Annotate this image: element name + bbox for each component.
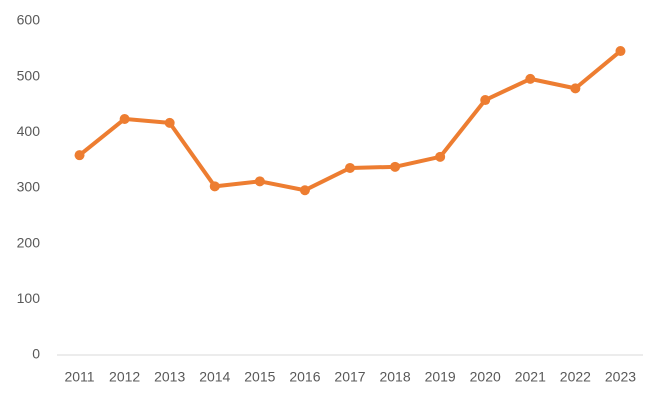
data-point xyxy=(480,95,491,106)
x-tick-label: 2023 xyxy=(605,369,636,385)
y-tick-label: 400 xyxy=(17,123,41,139)
data-point xyxy=(345,162,355,173)
data-point xyxy=(254,176,265,187)
x-tick-label: 2019 xyxy=(425,369,456,385)
data-point xyxy=(119,113,130,124)
data-point xyxy=(615,46,626,57)
data-point xyxy=(74,150,85,161)
y-tick-label: 300 xyxy=(17,179,41,195)
x-tick-label: 2015 xyxy=(244,369,275,385)
data-point xyxy=(164,117,175,128)
x-tick-label: 2012 xyxy=(109,369,140,385)
data-point xyxy=(390,161,401,172)
x-tick-label: 2017 xyxy=(334,369,365,385)
data-point xyxy=(570,83,581,94)
x-tick-label: 2013 xyxy=(154,369,185,385)
data-point xyxy=(209,181,220,192)
y-tick-label: 600 xyxy=(17,12,41,28)
y-tick-label: 0 xyxy=(32,346,40,362)
data-point xyxy=(525,73,536,84)
x-tick-label: 2011 xyxy=(64,369,94,385)
y-tick-label: 100 xyxy=(17,290,41,306)
data-point xyxy=(299,185,310,196)
x-tick-label: 2021 xyxy=(515,369,546,385)
x-tick-label: 2016 xyxy=(289,369,320,385)
y-tick-label: 500 xyxy=(17,67,41,83)
data-point xyxy=(435,151,446,162)
x-tick-label: 2022 xyxy=(560,369,591,385)
x-tick-label: 2014 xyxy=(199,369,230,385)
x-tick-label: 2018 xyxy=(379,369,410,385)
y-tick-label: 200 xyxy=(17,234,41,250)
x-tick-label: 2020 xyxy=(470,369,501,385)
